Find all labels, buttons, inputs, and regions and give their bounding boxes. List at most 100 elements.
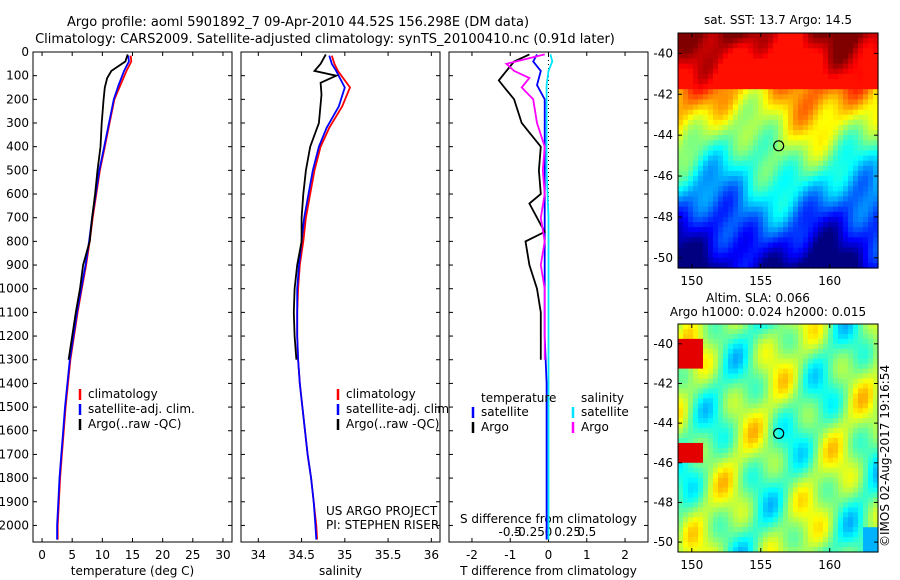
x-tick-label: 2 [621, 548, 629, 562]
s-tick-label: -0.5 [499, 525, 522, 539]
y-tick-label: 600 [6, 187, 29, 201]
legend-label: climatology [88, 387, 158, 401]
legend-label: Argo(..raw -QC) [346, 417, 439, 431]
y-tick-label: 1600 [0, 424, 29, 438]
map-frame [677, 32, 879, 269]
x-tick-label: 30 [215, 548, 230, 562]
x-axis-label: T difference from climatology [459, 564, 637, 578]
panel-annotation: PI: STEPHEN RISER [326, 518, 439, 532]
series-line [67, 54, 129, 360]
s-tick-label: 0.25 [554, 525, 581, 539]
x-tick-label: 1 [583, 548, 591, 562]
x-tick-label: 36 [424, 548, 439, 562]
x-tick-label: 0 [38, 548, 46, 562]
y-tick-label: 300 [6, 116, 29, 130]
map-y-tick-label: -44 [653, 416, 673, 430]
series-line [532, 53, 548, 540]
x-tick-label: 10 [95, 548, 110, 562]
y-tick-label: 1500 [0, 400, 29, 414]
argo-position-marker [773, 427, 785, 440]
panel-frame-temperature [32, 51, 233, 543]
y-tick-label: 1000 [0, 282, 29, 296]
y-tick-label: 900 [6, 258, 29, 272]
x-tick-label: 35 [337, 548, 352, 562]
map-frame [677, 323, 879, 553]
y-tick-label: 200 [6, 92, 29, 106]
legend-label: Argo(..raw -QC) [88, 417, 181, 431]
y-tick-label: 1800 [0, 471, 29, 485]
y-tick-label: 1400 [0, 376, 29, 390]
map-y-tick-label: -40 [653, 46, 673, 60]
panels: 0100200300400500600700800900100011001200… [0, 13, 879, 578]
map-title: sat. SST: 13.7 Argo: 14.5 [704, 13, 852, 27]
map-field-sla-map [678, 324, 879, 553]
legend-label: climatology [346, 387, 416, 401]
map-y-tick-label: -42 [653, 376, 673, 390]
y-tick-label: 0 [21, 45, 29, 59]
legend-label: satellite-adj. clim. [346, 402, 453, 416]
series-line [504, 53, 546, 360]
header-line2: Climatology: CARS2009. Satellite-adjuste… [35, 32, 615, 47]
map-y-tick-label: -44 [653, 128, 673, 142]
x-axis-label: temperature (deg C) [71, 564, 194, 578]
series-line [56, 55, 130, 540]
map-y-tick-label: -48 [653, 210, 673, 224]
map-x-tick-label: 150 [680, 558, 703, 572]
map-x-tick-label: 150 [680, 274, 703, 288]
y-tick-label: 1100 [0, 305, 29, 319]
map-x-tick-label: 155 [749, 274, 772, 288]
legend-label: satellite-adj. clim. [88, 402, 195, 416]
map-y-tick-label: -40 [653, 337, 673, 351]
series-line [497, 53, 546, 360]
x-tick-label: 34.5 [288, 548, 315, 562]
y-tick-label: 1700 [0, 447, 29, 461]
argo-position-marker [773, 140, 785, 152]
y-tick-label: 1200 [0, 329, 29, 343]
x-tick-label: 25 [185, 548, 200, 562]
legend-heading: salinity [581, 391, 624, 405]
x-tick-label: 0 [545, 548, 553, 562]
y-tick-label: 500 [6, 163, 29, 177]
x-tick-label: 34 [251, 548, 266, 562]
map-y-tick-label: -48 [653, 495, 673, 509]
y-tick-label: 100 [6, 69, 29, 83]
series-line [545, 54, 554, 540]
y-tick-label: 700 [6, 211, 29, 225]
y-tick-label: 2000 [0, 518, 29, 532]
x-axis-label: salinity [319, 564, 362, 578]
panel-frame-salinity [240, 51, 441, 543]
map-x-tick-label: 155 [749, 558, 772, 572]
x-tick-label: 5 [68, 548, 76, 562]
panel-annotation: US ARGO PROJECT [326, 504, 438, 518]
map-title: Altim. SLA: 0.066 [706, 291, 810, 305]
series-line [296, 55, 346, 540]
x-tick-label: 15 [125, 548, 140, 562]
s-tick-label: -0.25 [514, 525, 545, 539]
s-tick-label: 0.5 [577, 525, 596, 539]
legend-heading: temperature [481, 391, 556, 405]
side-stamp: ©IMOS 02-Aug-2017 19:16:54 [878, 365, 892, 547]
y-tick-label: 1300 [0, 353, 29, 367]
x-tick-label: 20 [155, 548, 170, 562]
legend-label: satellite [581, 405, 629, 419]
legend-label: Argo [581, 420, 609, 434]
y-tick-label: 800 [6, 234, 29, 248]
map-x-tick-label: 160 [818, 274, 841, 288]
x-tick-label: -2 [466, 548, 478, 562]
series-line [292, 53, 340, 360]
header-line1: Argo profile: aoml 5901892_7 09-Apr-2010… [67, 15, 529, 30]
map-y-tick-label: -50 [653, 535, 673, 549]
x-tick-label: -1 [504, 548, 516, 562]
map-field-sst-map [678, 33, 879, 269]
map-x-tick-label: 160 [818, 558, 841, 572]
x-tick-label: 35.5 [375, 548, 402, 562]
map-y-tick-label: -50 [653, 251, 673, 265]
map-subtitle: Argo h1000: 0.024 h2000: 0.015 [670, 305, 866, 319]
legend-label: satellite [481, 405, 529, 419]
y-tick-label: 400 [6, 140, 29, 154]
legend-label: Argo [481, 420, 509, 434]
map-y-tick-label: -46 [653, 456, 673, 470]
y-tick-label: 1900 [0, 495, 29, 509]
map-y-tick-label: -42 [653, 87, 673, 101]
